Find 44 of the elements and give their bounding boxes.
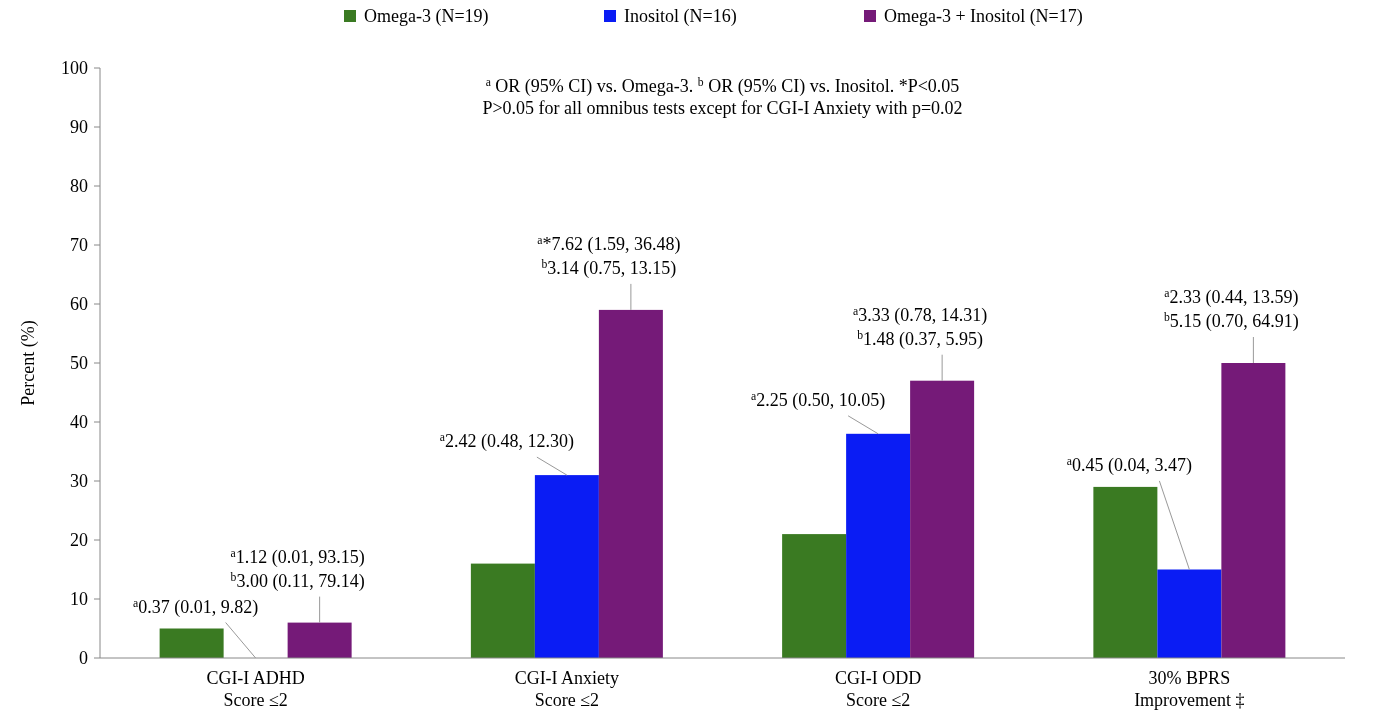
annotation: $^{a}$0.45 (0.04, 3.47) [1066,454,1192,476]
bar [910,380,975,658]
bar [846,433,911,658]
x-tick-label: 30% BPRS Improvement ‡ [1134,668,1245,710]
y-tick-label: 70 [70,235,88,255]
annotation: $^{a}$2.25 (0.50, 10.05) [751,389,886,411]
bar [1093,486,1158,658]
y-tick-label: 90 [70,117,88,137]
y-tick-label: 20 [70,530,88,550]
legend-label: Omega-3 (N=19) [364,6,489,27]
annotation: P>0.05 for all omnibus tests except for CGI-I Anxiety with p=0.02 [482,98,963,118]
bar [782,534,847,658]
y-axis-title: Percent (%) [18,320,39,406]
bar [470,563,535,658]
bar [1221,363,1286,658]
bar [159,628,224,658]
bar [598,309,663,658]
annotation: $^{a}$2.33 (0.44, 13.59) [1164,286,1299,308]
annotation: $^{b}$5.15 (0.70, 64.91) [1163,310,1299,332]
legend-label: Omega-3 + Inositol (N=17) [884,6,1083,27]
x-tick-label: CGI-I Anxiety Score ≤2 [514,668,620,710]
y-tick-label: 40 [70,412,88,432]
legend-label: Inositol (N=16) [624,6,737,27]
annotation: $^{a}$ OR (95% CI) vs. Omega-3. $^{b}$ OR (95% CI) vs. Inositol. *P<0.05 [485,75,960,97]
y-tick-label: 100 [61,58,88,78]
annotation: $^{b}$1.48 (0.37, 5.95) [857,328,984,350]
y-tick-label: 50 [70,353,88,373]
y-tick-label: 30 [70,471,88,491]
y-tick-label: 0 [79,648,88,668]
annotation: $^{a}$1.12 (0.01, 93.15) [230,546,365,568]
x-tick-label: CGI-I ADHD Score ≤2 [206,668,305,710]
bar [1157,569,1222,658]
annotation: $^{b}$3.14 (0.75, 13.15) [541,257,677,279]
annotation: $^{b}$3.00 (0.11, 79.14) [230,570,365,592]
y-tick-label: 80 [70,176,88,196]
y-tick-label: 60 [70,294,88,314]
bar [534,475,599,658]
y-tick-label: 10 [70,589,88,609]
bar [287,622,352,658]
annotation: $^{a}$0.37 (0.01, 9.82) [133,596,259,618]
annotation: $^{a}$2.42 (0.48, 12.30) [439,430,574,453]
annotation: $^{a}$3.33 (0.78, 14.31) [853,304,988,326]
annotation: $^{a}$*7.62 (1.59, 36.48) [537,233,681,255]
x-tick-label: CGI-I ODD Score ≤2 [834,668,922,710]
